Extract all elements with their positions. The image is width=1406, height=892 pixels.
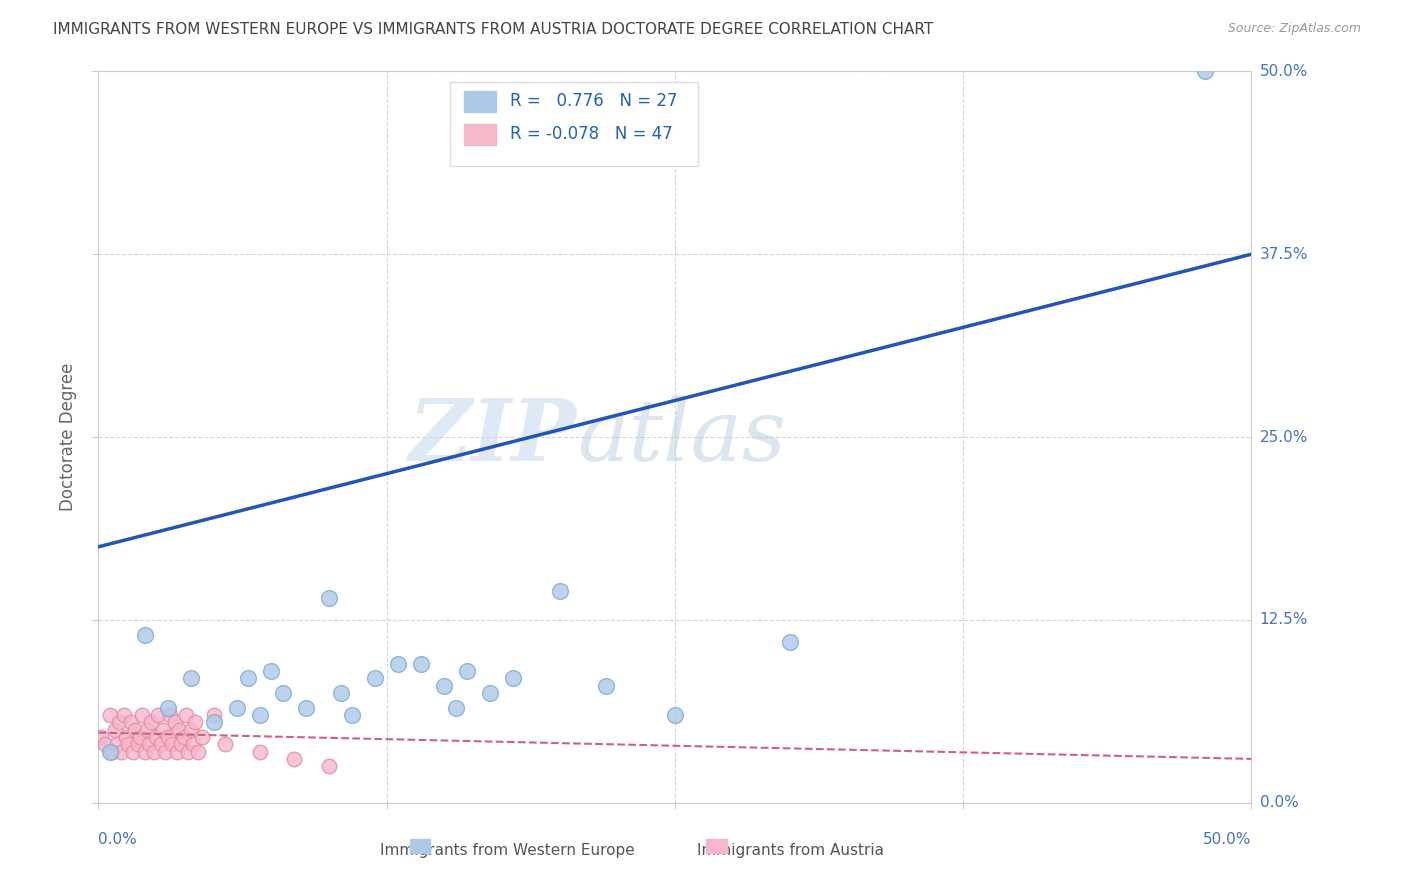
Point bbox=[174, 708, 197, 723]
Point bbox=[318, 759, 340, 773]
Point bbox=[411, 657, 433, 671]
Point bbox=[249, 745, 271, 759]
Point bbox=[145, 730, 167, 744]
Point bbox=[318, 591, 340, 605]
Point bbox=[155, 745, 177, 759]
Point bbox=[387, 657, 409, 671]
Point bbox=[105, 737, 128, 751]
Point bbox=[108, 715, 131, 730]
Point bbox=[433, 679, 456, 693]
Point bbox=[149, 737, 172, 751]
Point bbox=[191, 730, 214, 744]
Point bbox=[160, 737, 183, 751]
Point bbox=[180, 723, 202, 737]
Point bbox=[173, 730, 195, 744]
Text: ZIP: ZIP bbox=[409, 395, 576, 479]
Point bbox=[167, 723, 190, 737]
Point bbox=[170, 737, 193, 751]
Bar bbox=[706, 839, 727, 853]
Point bbox=[249, 708, 271, 723]
Point bbox=[664, 708, 686, 723]
Text: 37.5%: 37.5% bbox=[1260, 247, 1308, 261]
Point bbox=[214, 737, 236, 751]
Text: 50.0%: 50.0% bbox=[1260, 64, 1308, 78]
Bar bbox=[464, 124, 496, 145]
Point bbox=[187, 745, 209, 759]
Point bbox=[90, 730, 112, 744]
Point bbox=[271, 686, 294, 700]
Point bbox=[156, 700, 179, 714]
Point bbox=[94, 737, 117, 751]
Point bbox=[98, 708, 121, 723]
Point bbox=[134, 745, 156, 759]
Point bbox=[329, 686, 352, 700]
Point bbox=[148, 708, 170, 723]
Point bbox=[202, 708, 225, 723]
Bar bbox=[409, 839, 430, 853]
Point bbox=[135, 723, 157, 737]
Point bbox=[152, 723, 174, 737]
Point bbox=[141, 715, 163, 730]
Point bbox=[340, 708, 363, 723]
Point bbox=[456, 664, 478, 678]
Text: atlas: atlas bbox=[576, 396, 786, 478]
Text: Immigrants from Austria: Immigrants from Austria bbox=[696, 843, 884, 858]
Point bbox=[103, 723, 125, 737]
Bar bbox=[464, 91, 496, 112]
Point bbox=[1194, 64, 1216, 78]
Y-axis label: Doctorate Degree: Doctorate Degree bbox=[59, 363, 77, 511]
Point bbox=[779, 635, 801, 649]
Point bbox=[110, 745, 132, 759]
Point bbox=[177, 745, 200, 759]
Text: 25.0%: 25.0% bbox=[1260, 430, 1308, 444]
Text: Source: ZipAtlas.com: Source: ZipAtlas.com bbox=[1227, 22, 1361, 36]
Point bbox=[364, 672, 387, 686]
Point bbox=[115, 730, 138, 744]
Text: 50.0%: 50.0% bbox=[1204, 832, 1251, 847]
Point bbox=[479, 686, 502, 700]
Text: 12.5%: 12.5% bbox=[1260, 613, 1308, 627]
Point bbox=[122, 745, 145, 759]
Text: Immigrants from Western Europe: Immigrants from Western Europe bbox=[381, 843, 636, 858]
Point bbox=[129, 730, 152, 744]
Point bbox=[180, 672, 202, 686]
Point bbox=[163, 715, 186, 730]
Point bbox=[166, 745, 188, 759]
FancyBboxPatch shape bbox=[450, 82, 697, 167]
Point bbox=[98, 745, 121, 759]
Point bbox=[238, 672, 260, 686]
Point bbox=[260, 664, 283, 678]
Point bbox=[159, 708, 181, 723]
Text: 0.0%: 0.0% bbox=[98, 832, 138, 847]
Point bbox=[120, 715, 142, 730]
Point bbox=[127, 737, 149, 751]
Point bbox=[124, 723, 146, 737]
Text: IMMIGRANTS FROM WESTERN EUROPE VS IMMIGRANTS FROM AUSTRIA DOCTORATE DEGREE CORRE: IMMIGRANTS FROM WESTERN EUROPE VS IMMIGR… bbox=[53, 22, 934, 37]
Point bbox=[181, 737, 204, 751]
Point bbox=[117, 737, 139, 751]
Point bbox=[202, 715, 225, 730]
Point bbox=[131, 708, 153, 723]
Point bbox=[101, 745, 124, 759]
Point bbox=[112, 708, 135, 723]
Point bbox=[295, 700, 318, 714]
Point bbox=[595, 679, 617, 693]
Point bbox=[225, 700, 247, 714]
Text: R = -0.078   N = 47: R = -0.078 N = 47 bbox=[510, 125, 672, 144]
Point bbox=[138, 737, 160, 751]
Text: 0.0%: 0.0% bbox=[1260, 796, 1298, 810]
Point bbox=[502, 672, 524, 686]
Point bbox=[156, 730, 179, 744]
Point bbox=[134, 627, 156, 641]
Text: R =   0.776   N = 27: R = 0.776 N = 27 bbox=[510, 93, 678, 111]
Point bbox=[184, 715, 207, 730]
Point bbox=[444, 700, 467, 714]
Point bbox=[283, 752, 305, 766]
Point bbox=[142, 745, 165, 759]
Point bbox=[548, 583, 571, 598]
